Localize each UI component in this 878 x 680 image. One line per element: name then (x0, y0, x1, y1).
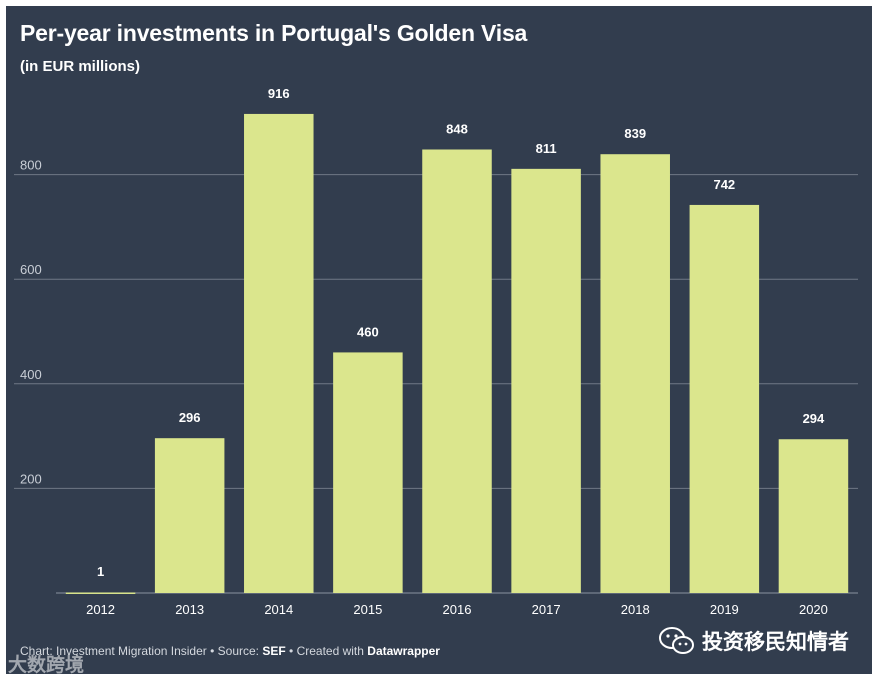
data-label: 460 (357, 324, 379, 339)
data-label: 294 (803, 411, 825, 426)
bar (511, 168, 581, 594)
data-label: 1 (97, 564, 104, 579)
footer-chart-label: Chart: (20, 644, 53, 658)
x-tick-label: 2012 (86, 602, 115, 617)
bar (689, 204, 760, 593)
x-tick-label: 2017 (532, 602, 561, 617)
x-tick-label: 2015 (353, 602, 382, 617)
x-tick-label: 2020 (799, 602, 828, 617)
x-tick-label: 2016 (443, 602, 472, 617)
data-label: 916 (268, 86, 290, 101)
bar (422, 149, 492, 593)
data-label: 742 (713, 177, 735, 192)
data-label: 296 (179, 410, 201, 425)
chart-subtitle: (in EUR millions) (20, 58, 140, 75)
watermark-right-text: 投资移民知情者 (702, 631, 849, 654)
wechat-icon (659, 627, 694, 654)
bar (244, 113, 314, 593)
x-tick-label: 2013 (175, 602, 204, 617)
y-tick-label: 800 (20, 158, 42, 173)
bar (778, 439, 849, 593)
bar (600, 154, 670, 593)
bar-chart: 200 400 600 800 1 2012 296 2013 916 2014 460 2015 84… (14, 86, 858, 617)
footer-created-label: • Created with (289, 644, 364, 658)
bar (65, 592, 136, 594)
data-label: 848 (446, 121, 468, 136)
chart-footer: Chart: Investment Migration Insider • So… (20, 644, 440, 658)
y-tick-label: 400 (20, 367, 42, 382)
footer-chart-source: Investment Migration Insider (56, 644, 207, 658)
x-tick-label: 2014 (264, 602, 293, 617)
bar (333, 352, 403, 593)
footer-tool: Datawrapper (367, 644, 440, 658)
chart-panel: Per-year investments in Portugal's Golde… (6, 6, 872, 677)
data-label: 839 (624, 126, 646, 141)
footer-source-label: • Source: (210, 644, 259, 658)
watermark-left: 大数跨境 (8, 650, 84, 677)
watermark-left-text: 大数跨境 (8, 655, 85, 676)
x-tick-label: 2018 (621, 602, 650, 617)
chart-title: Per-year investments in Portugal's Golde… (20, 20, 528, 46)
x-tick-label: 2019 (710, 602, 739, 617)
data-label: 811 (536, 141, 557, 156)
y-tick-label: 200 (20, 471, 42, 486)
bar (154, 438, 225, 593)
y-tick-label: 600 (20, 262, 42, 277)
watermark-right: 投资移民知情者 (658, 626, 849, 656)
footer-source: SEF (262, 644, 286, 658)
